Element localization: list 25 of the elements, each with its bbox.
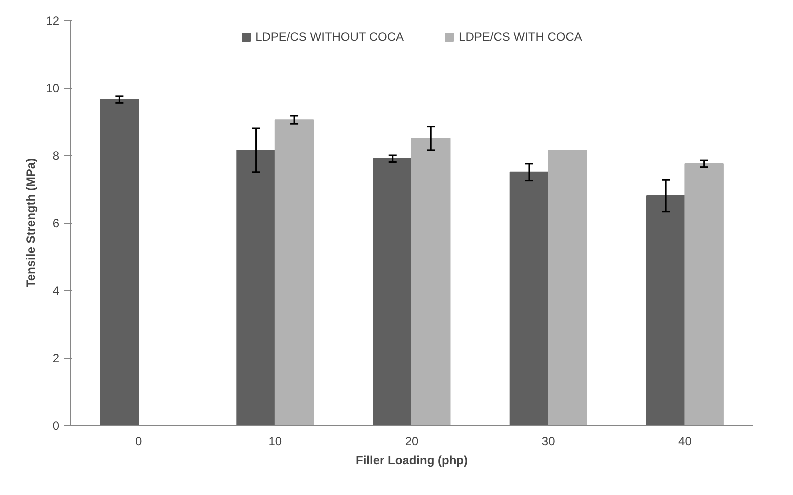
- bar: [100, 99, 140, 426]
- legend-label: LDPE/CS WITH COCA: [459, 30, 582, 44]
- y-tick-label: 0: [52, 419, 60, 433]
- x-tick-label: 10: [268, 434, 282, 448]
- y-tick-label: 12: [46, 14, 60, 28]
- bar: [373, 158, 412, 426]
- bar: [548, 150, 588, 426]
- y-tick-label: 4: [52, 284, 60, 298]
- x-tick-label: 30: [542, 434, 556, 448]
- y-tick-label: 6: [52, 216, 60, 230]
- bar: [510, 172, 550, 426]
- x-tick-label: 0: [135, 434, 142, 448]
- bar: [684, 163, 724, 426]
- y-tick-label: 10: [46, 82, 60, 96]
- legend-label: LDPE/CS WITHOUT COCA: [256, 30, 404, 44]
- bar: [274, 120, 314, 426]
- x-tick-label: 20: [405, 434, 419, 448]
- bar: [236, 150, 276, 426]
- bar: [646, 196, 686, 426]
- x-axis-title: Filler Loading (php): [356, 454, 468, 468]
- bar: [412, 138, 451, 426]
- y-tick-label: 8: [52, 149, 60, 163]
- y-tick-label: 2: [52, 352, 60, 366]
- y-axis-title: Tensile Strength (MPa): [24, 158, 38, 288]
- x-tick-label: 40: [678, 434, 692, 448]
